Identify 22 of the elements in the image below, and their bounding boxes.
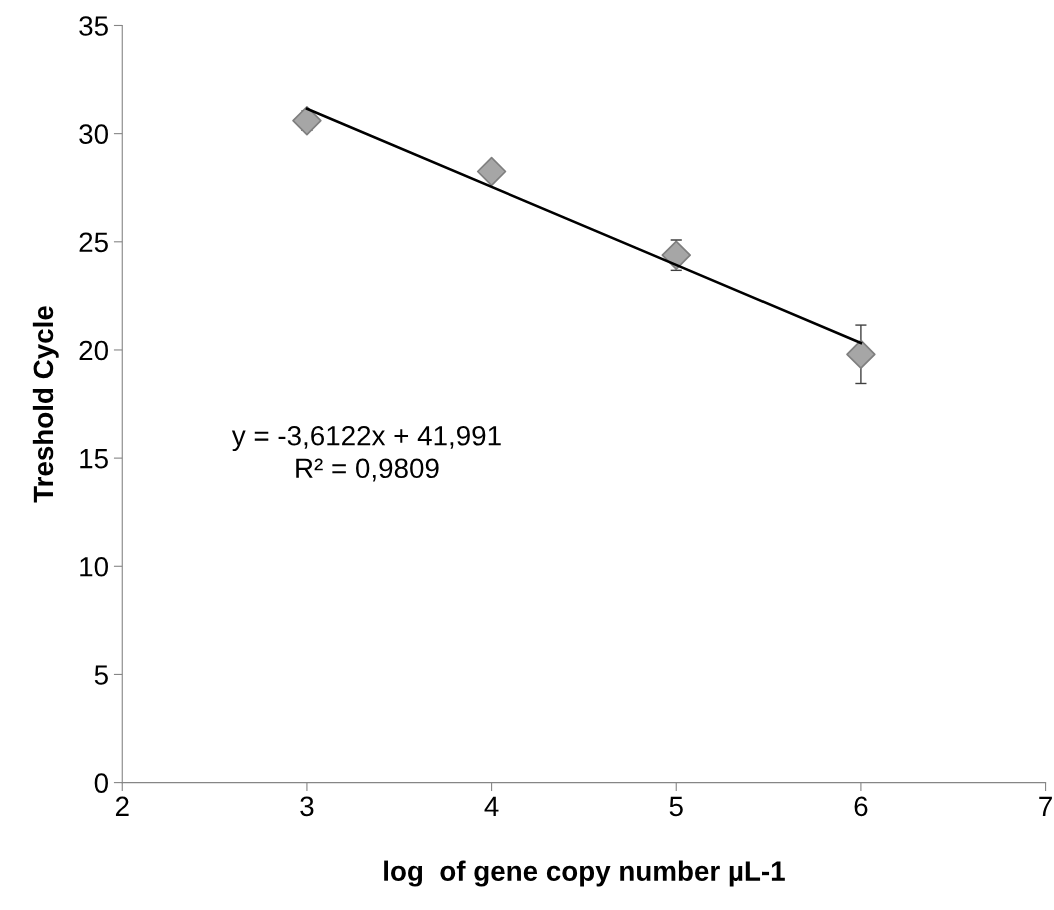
point: [476, 156, 507, 187]
y-tick-label: 20: [79, 340, 108, 361]
y-tick-label: 25: [79, 232, 108, 253]
x-tick-label: 5: [669, 796, 683, 817]
point: [661, 240, 691, 270]
annotation: R² = 0,9809: [296, 458, 439, 482]
x-tick-label: 6: [854, 796, 868, 817]
y-tick-label: 35: [79, 16, 108, 36]
y-tick-label: 10: [80, 556, 108, 577]
y-tick-label: 15: [80, 449, 108, 469]
y-tick-label: 30: [79, 124, 108, 144]
point: [292, 105, 322, 136]
x-tick-label: 7: [1039, 796, 1052, 816]
x-tick-label: 3: [300, 796, 314, 817]
y-tick-label: 0: [94, 773, 108, 793]
annotation: y = -3,6122x + 41,991: [231, 425, 501, 452]
x-tick-label: 2: [115, 796, 129, 816]
x-axis-title: log of gene copy number µL-1: [384, 860, 785, 887]
x-tick-label: 4: [484, 796, 499, 816]
point: [846, 339, 876, 370]
y-tick-label: 5: [94, 665, 108, 685]
y-axis-title: Treshold Cycle: [32, 306, 59, 503]
